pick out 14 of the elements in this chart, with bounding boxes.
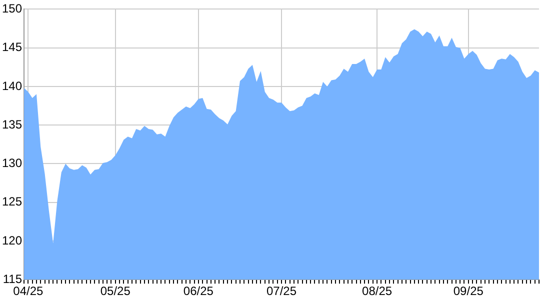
y-tick-label: 150	[2, 2, 22, 16]
x-tick-label: 05/25	[100, 284, 131, 298]
x-tick-label: 07/25	[266, 284, 297, 298]
y-tick-label: 130	[2, 156, 22, 170]
x-tick-label: 08/25	[362, 284, 392, 298]
x-tick-label: 06/25	[183, 284, 214, 298]
x-tick-label: 04/25	[13, 284, 44, 298]
y-tick-label: 140	[2, 78, 22, 93]
y-tick-label: 135	[2, 117, 22, 132]
x-tick-label: 09/25	[453, 284, 484, 298]
y-tick-label: 120	[2, 233, 22, 248]
y-tick-label: 145	[2, 40, 22, 54]
y-tick-label: 125	[2, 194, 22, 209]
y-tick-label: 115	[2, 272, 22, 286]
